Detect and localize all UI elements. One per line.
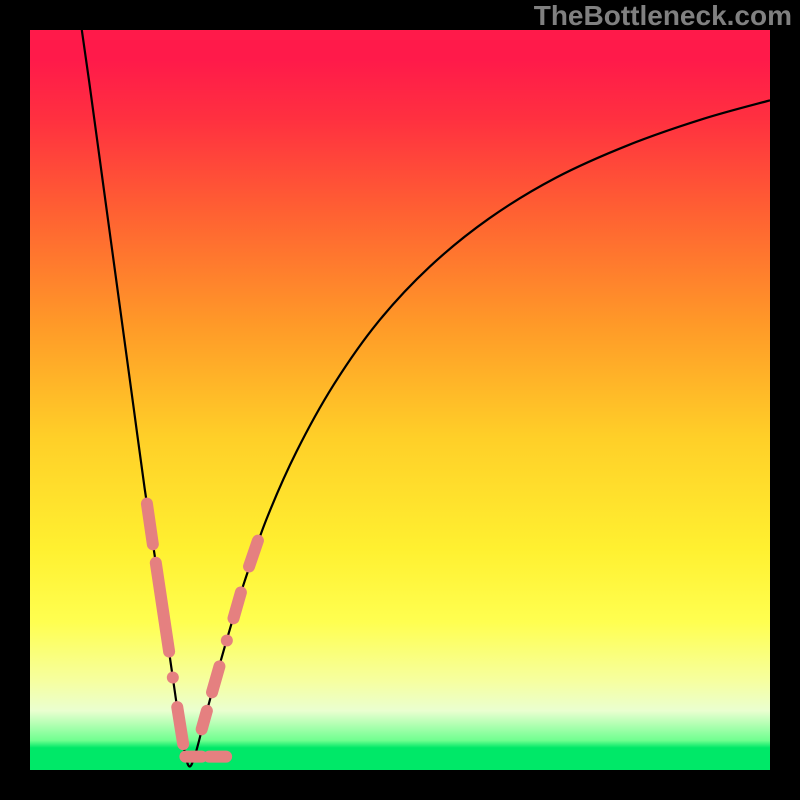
curve-marker — [249, 541, 258, 567]
curve-marker — [212, 666, 219, 692]
chart-container: TheBottleneck.com — [0, 0, 800, 800]
curve-marker — [202, 711, 207, 730]
curve-marker — [147, 504, 153, 545]
watermark-text: TheBottleneck.com — [534, 0, 792, 32]
bottleneck-chart — [0, 0, 800, 800]
curve-marker — [177, 707, 183, 744]
curve-marker — [234, 592, 241, 618]
chart-gradient-background — [30, 30, 770, 770]
